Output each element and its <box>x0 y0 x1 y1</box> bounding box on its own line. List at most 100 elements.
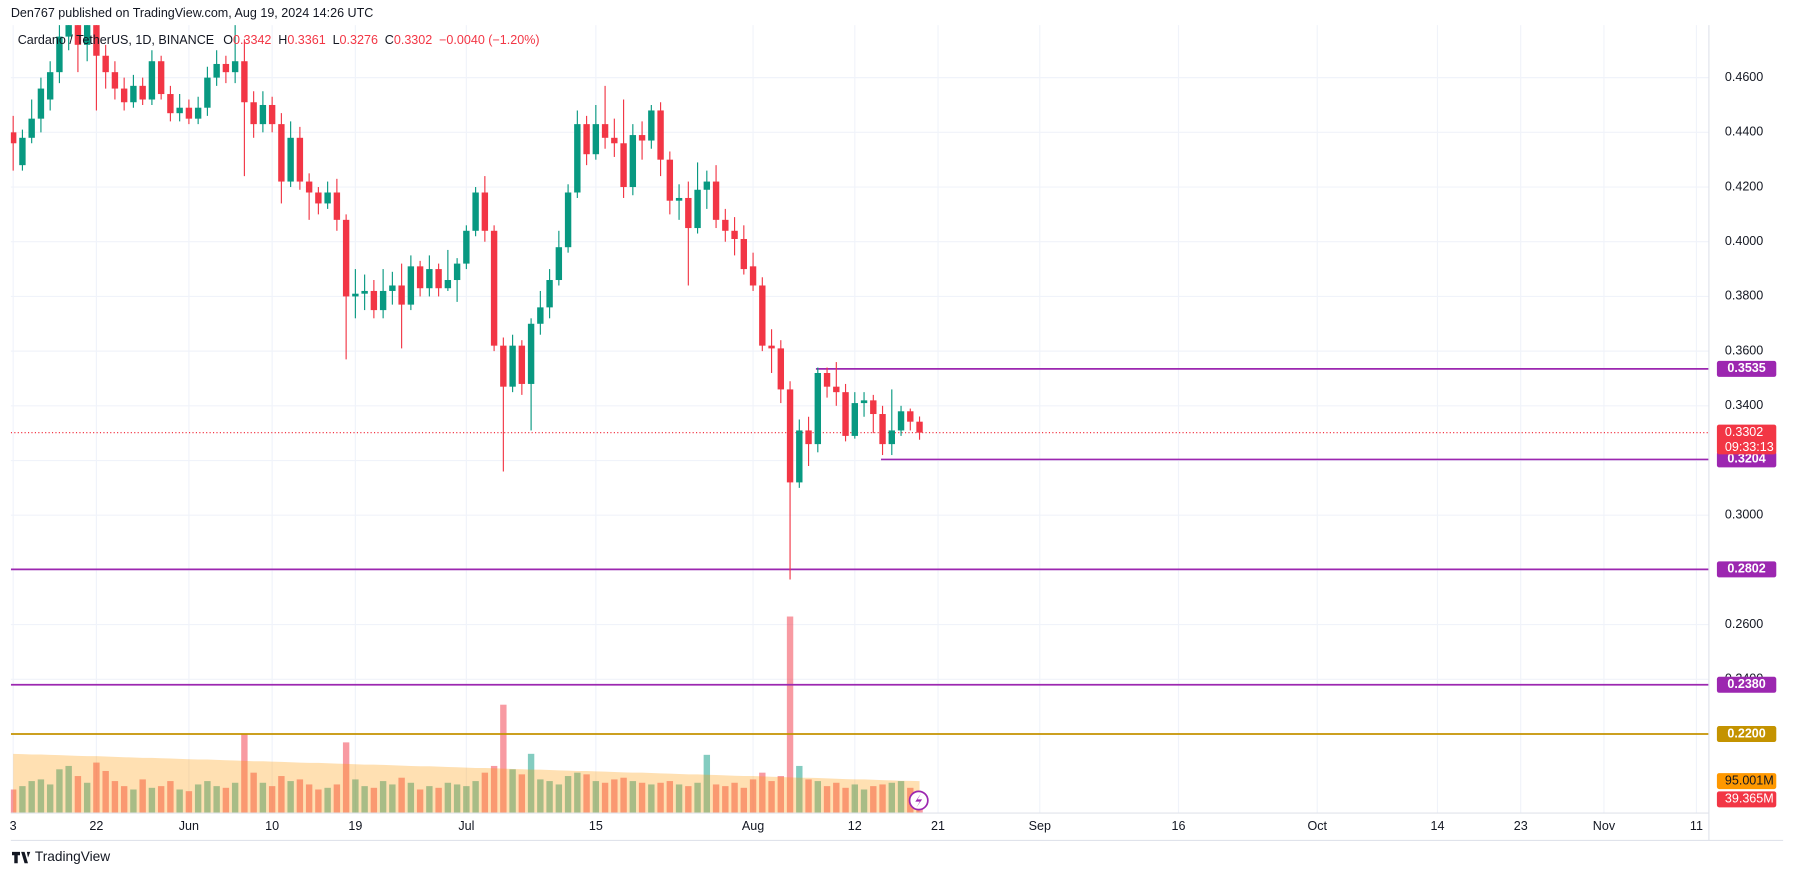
price-labels: 0.24000.26000.28000.30000.32000.34000.36… <box>1716 70 1777 808</box>
volume-bar <box>65 765 72 814</box>
volume-bar <box>537 779 544 814</box>
level-label-box <box>1716 360 1777 377</box>
candle-body <box>805 430 812 445</box>
candle-body <box>287 137 294 182</box>
candle-body <box>185 107 193 119</box>
candle-body <box>463 230 470 264</box>
volume-bar <box>833 782 840 814</box>
volume-bar <box>111 781 119 814</box>
candle-body <box>333 192 341 220</box>
candle-body <box>833 386 840 393</box>
candle-body <box>694 189 701 229</box>
volume-bar <box>176 789 183 814</box>
level-label: 0.2802 <box>1727 562 1765 576</box>
candle-body <box>472 192 479 231</box>
volume-bar <box>167 781 174 814</box>
x-tick-label: 16 <box>1172 819 1186 833</box>
candle-body <box>130 85 137 103</box>
candle-body <box>796 430 803 483</box>
volume-bar <box>583 774 590 814</box>
candle-body <box>10 132 17 144</box>
legend-key: L <box>333 33 340 47</box>
volume-bar <box>564 776 572 814</box>
candle-body <box>120 88 128 103</box>
candle-body <box>389 285 396 291</box>
volume-bar <box>740 787 748 814</box>
candle-body <box>259 104 267 125</box>
candle-body <box>204 77 211 108</box>
publisher-note: Den767 published on TradingView.com, Aug… <box>11 6 373 20</box>
candle-body <box>278 124 285 182</box>
candle-body <box>490 230 498 346</box>
volume-bar <box>777 776 785 814</box>
candle-body <box>842 392 849 436</box>
y-tick-label: 0.2600 <box>1725 617 1763 631</box>
level-label: 0.2380 <box>1727 677 1765 691</box>
volume-bar <box>157 786 165 814</box>
grid <box>10 25 1709 814</box>
volume-bar <box>19 786 26 814</box>
x-tick-label: Jun <box>179 819 199 833</box>
volume-bar <box>888 782 895 814</box>
volume-bar <box>296 779 304 814</box>
candle-body <box>546 280 553 308</box>
volume-bar <box>685 786 692 814</box>
volume-bar <box>703 754 711 814</box>
volume-bar <box>287 781 294 814</box>
volume-last-label: 39.365M <box>1725 792 1774 806</box>
candle-body <box>638 135 646 141</box>
volume-last-label-box <box>1716 791 1777 808</box>
volume-bar <box>518 774 526 814</box>
volume-bar <box>268 786 276 814</box>
y-tick-label: 0.3600 <box>1725 343 1763 357</box>
candle-body <box>19 137 26 166</box>
volume-bar <box>139 779 146 814</box>
candle-body <box>56 36 63 73</box>
volume-bar <box>407 782 415 814</box>
volume-bar <box>185 791 193 814</box>
volume-bar <box>509 769 516 814</box>
legend-value: 0.3302 <box>394 33 432 47</box>
volume-bar <box>37 779 45 814</box>
footer-brand: TradingView <box>35 849 110 864</box>
candle-body <box>722 219 729 231</box>
candle-body <box>657 110 664 160</box>
volume-bar <box>56 769 63 814</box>
logo <box>12 851 31 864</box>
candle-body <box>315 192 322 204</box>
candle-body <box>157 61 165 95</box>
legend-key: O <box>223 33 233 47</box>
candle-body <box>685 197 692 229</box>
legend-value: 0.3276 <box>340 33 378 47</box>
volume-bar <box>638 782 646 814</box>
volume-bar <box>194 784 202 814</box>
volume-bar <box>749 779 757 814</box>
volume-bar <box>629 781 637 814</box>
volume-bar <box>546 781 553 814</box>
volume-bar <box>46 784 54 814</box>
volume-bar <box>370 787 378 814</box>
candle-body <box>342 219 350 297</box>
legend-value: 0.3342 <box>233 33 271 47</box>
volume-bar <box>490 765 498 814</box>
candle-body <box>888 430 895 445</box>
y-tick-label: 0.4400 <box>1725 125 1763 139</box>
candle-body <box>481 192 489 231</box>
candle-body <box>444 280 452 289</box>
candle-body <box>759 285 766 346</box>
x-tick-label: 11 <box>1690 819 1703 833</box>
y-tick-label: 0.4200 <box>1725 179 1763 193</box>
ohlc-legend: Cardano / TetherUS, 1D, BINANCE O0.3342 H0… <box>18 33 540 47</box>
candle-body <box>851 403 858 436</box>
volume-bar <box>10 789 17 814</box>
plot <box>10 25 1709 814</box>
legend-value: 0.3361 <box>287 33 325 47</box>
volume-bar <box>315 789 322 814</box>
candle-body <box>296 137 304 182</box>
level-label-box <box>1716 561 1777 578</box>
candle-body <box>675 197 683 201</box>
x-tick-label: 22 <box>89 819 103 833</box>
volume-bar <box>592 781 600 814</box>
candle-body <box>352 293 359 297</box>
